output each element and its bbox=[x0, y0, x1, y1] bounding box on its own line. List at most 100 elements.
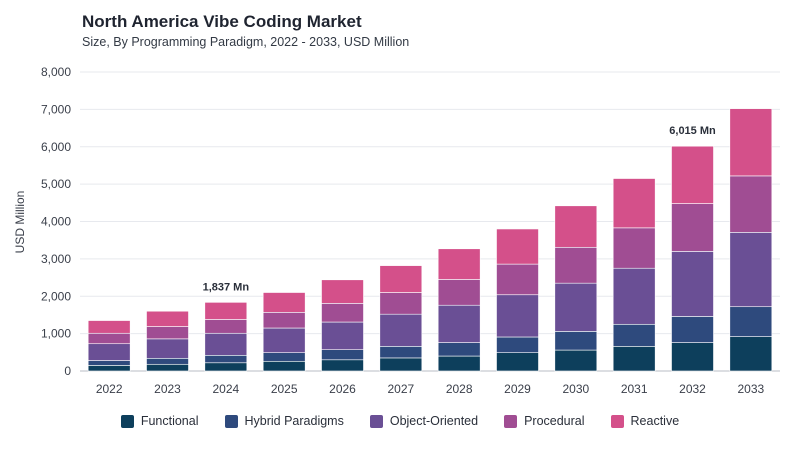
legend: Functional Hybrid Paradigms Object-Oriente… bbox=[0, 414, 800, 428]
bar-segment-reactive-2031 bbox=[612, 178, 656, 229]
bar-segment-functional-2031 bbox=[612, 346, 656, 372]
bar-segment-object-oriented-2029 bbox=[496, 294, 539, 338]
legend-label: Functional bbox=[140, 414, 199, 428]
bar-segment-reactive-2026 bbox=[321, 279, 364, 304]
y-axis-label: USD Million bbox=[13, 191, 27, 254]
x-tick-label: 2024 bbox=[212, 382, 239, 396]
bar-segment-reactive-2025 bbox=[262, 292, 306, 313]
legend-swatch bbox=[369, 414, 383, 428]
bar-segment-functional-2024 bbox=[204, 362, 248, 372]
bar-segment-procedural-2024 bbox=[204, 319, 248, 334]
bar-segment-hybrid-paradigms-2031 bbox=[612, 323, 656, 347]
bar-segment-reactive-2029 bbox=[496, 228, 539, 265]
bar-segment-functional-2032 bbox=[671, 342, 714, 372]
legend-label: Object-Oriented bbox=[389, 414, 479, 428]
bar-segment-hybrid-paradigms-2023 bbox=[146, 357, 189, 365]
bar-segment-functional-2033 bbox=[729, 336, 773, 372]
bar-segment-reactive-2024 bbox=[204, 302, 248, 320]
legend-swatch bbox=[504, 414, 518, 428]
bar-segment-procedural-2025 bbox=[262, 312, 306, 329]
bars bbox=[87, 108, 773, 372]
bar-segment-functional-2030 bbox=[554, 349, 598, 372]
x-tick-label: 2025 bbox=[271, 382, 298, 396]
x-tick-label: 2033 bbox=[737, 382, 764, 396]
bar-segment-hybrid-paradigms-2033 bbox=[729, 306, 773, 337]
legend-item-procedural: Procedural bbox=[504, 414, 585, 428]
annotations: 1,837 Mn 6,015 Mn bbox=[203, 125, 716, 293]
y-tick-label: 3,000 bbox=[41, 252, 71, 266]
y-tick-label: 7,000 bbox=[41, 102, 71, 116]
x-tick-label: 2032 bbox=[679, 382, 706, 396]
bar-segment-reactive-2032 bbox=[671, 145, 714, 204]
y-tick-label: 4,000 bbox=[41, 215, 71, 229]
y-tick-label: 1,000 bbox=[41, 327, 71, 341]
grid-lines bbox=[80, 71, 780, 372]
bar-segment-object-oriented-2022 bbox=[87, 343, 131, 361]
bar-segment-hybrid-paradigms-2028 bbox=[437, 342, 481, 357]
bar-segment-object-oriented-2031 bbox=[612, 267, 656, 325]
bar-segment-hybrid-paradigms-2022 bbox=[87, 360, 131, 366]
bar-segment-procedural-2033 bbox=[729, 175, 773, 233]
bar-segment-object-oriented-2028 bbox=[437, 304, 481, 343]
legend-swatch bbox=[224, 414, 238, 428]
bar-segment-hybrid-paradigms-2026 bbox=[321, 349, 364, 361]
bar-segment-hybrid-paradigms-2032 bbox=[671, 316, 714, 343]
bar-segment-functional-2028 bbox=[437, 355, 481, 372]
bar-segment-object-oriented-2024 bbox=[204, 332, 248, 356]
data-label-2032: 6,015 Mn bbox=[669, 125, 716, 137]
bar-segment-reactive-2030 bbox=[554, 205, 598, 248]
bar-segment-hybrid-paradigms-2029 bbox=[496, 336, 539, 353]
legend-item-object-oriented: Object-Oriented bbox=[369, 414, 479, 428]
bar-segment-hybrid-paradigms-2024 bbox=[204, 355, 248, 364]
bar-segment-object-oriented-2023 bbox=[146, 338, 189, 359]
legend-swatch bbox=[610, 414, 624, 428]
x-axis-ticks: 2022 2023 2024 2025 2026 2027 2028 2029 2030 2031… bbox=[96, 382, 765, 396]
legend-item-functional: Functional bbox=[120, 414, 199, 428]
bar-segment-object-oriented-2025 bbox=[262, 327, 306, 353]
legend-label: Hybrid Paradigms bbox=[244, 414, 344, 428]
x-tick-label: 2028 bbox=[446, 382, 473, 396]
bar-segment-object-oriented-2030 bbox=[554, 282, 598, 332]
bar-segment-functional-2027 bbox=[379, 357, 423, 372]
bar-segment-functional-2022 bbox=[87, 365, 131, 372]
bar-segment-hybrid-paradigms-2030 bbox=[554, 331, 598, 351]
bar-segment-functional-2026 bbox=[321, 359, 364, 372]
chart-subtitle: Size, By Programming Paradigm, 2022 - 20… bbox=[82, 35, 410, 49]
bar-segment-object-oriented-2026 bbox=[321, 321, 364, 350]
x-tick-label: 2023 bbox=[154, 382, 181, 396]
bar-segment-functional-2029 bbox=[496, 352, 539, 372]
bar-segment-reactive-2022 bbox=[87, 320, 131, 334]
y-tick-label: 0 bbox=[64, 364, 71, 378]
bar-segment-functional-2023 bbox=[146, 363, 189, 372]
bar-segment-functional-2025 bbox=[262, 360, 306, 372]
legend-label: Reactive bbox=[630, 414, 680, 428]
bar-segment-procedural-2027 bbox=[379, 292, 423, 315]
chart-title: North America Vibe Coding Market bbox=[82, 12, 362, 31]
legend-item-reactive: Reactive bbox=[610, 414, 680, 428]
bar-segment-procedural-2029 bbox=[496, 263, 539, 296]
bar-segment-procedural-2031 bbox=[612, 227, 656, 269]
y-axis-ticks: 0 1,000 2,000 3,000 4,000 5,000 6,000 7,000 8,00… bbox=[41, 65, 71, 378]
x-tick-label: 2030 bbox=[562, 382, 589, 396]
bar-segment-procedural-2028 bbox=[437, 279, 481, 306]
legend-swatch bbox=[120, 414, 134, 428]
data-label-2024: 1,837 Mn bbox=[203, 281, 250, 293]
bar-segment-reactive-2033 bbox=[729, 108, 773, 177]
x-tick-label: 2029 bbox=[504, 382, 531, 396]
bar-segment-object-oriented-2027 bbox=[379, 313, 423, 347]
y-tick-label: 8,000 bbox=[41, 65, 71, 79]
bar-segment-object-oriented-2032 bbox=[671, 251, 714, 317]
bar-segment-procedural-2032 bbox=[671, 203, 714, 252]
bar-segment-object-oriented-2033 bbox=[729, 232, 773, 308]
bar-segment-reactive-2027 bbox=[379, 265, 423, 293]
x-tick-label: 2027 bbox=[387, 382, 414, 396]
bar-segment-hybrid-paradigms-2027 bbox=[379, 346, 423, 359]
y-tick-label: 5,000 bbox=[41, 177, 71, 191]
y-tick-label: 6,000 bbox=[41, 140, 71, 154]
bar-segment-hybrid-paradigms-2025 bbox=[262, 352, 306, 362]
legend-item-hybrid-paradigms: Hybrid Paradigms bbox=[224, 414, 344, 428]
bar-segment-procedural-2023 bbox=[146, 326, 189, 340]
x-tick-label: 2026 bbox=[329, 382, 356, 396]
